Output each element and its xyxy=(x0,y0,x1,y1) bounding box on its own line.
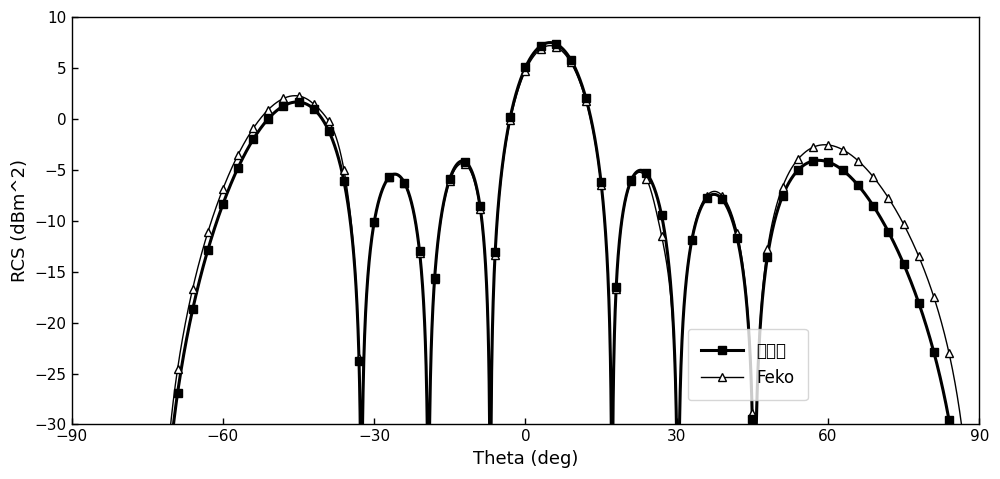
Legend: 阵因子, Feko: 阵因子, Feko xyxy=(688,329,808,400)
Y-axis label: RCS (dBm^2): RCS (dBm^2) xyxy=(11,160,29,282)
X-axis label: Theta (deg): Theta (deg) xyxy=(473,450,578,468)
